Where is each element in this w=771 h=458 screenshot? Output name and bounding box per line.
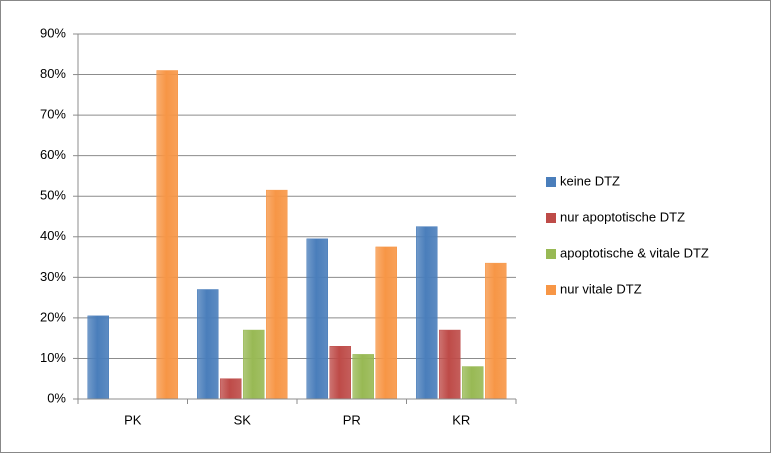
bar — [416, 226, 438, 400]
bar — [197, 289, 219, 400]
y-tick-label: 30% — [40, 269, 66, 284]
x-tick-label: KR — [452, 412, 470, 427]
bar — [352, 354, 374, 400]
legend-swatch — [546, 285, 556, 295]
x-tick-label: SK — [234, 412, 252, 427]
bar — [485, 262, 507, 400]
y-tick-label: 50% — [40, 188, 66, 203]
bar — [156, 70, 178, 400]
legend-label: nur apoptotische DTZ — [560, 209, 685, 224]
x-tick-label: PR — [343, 412, 361, 427]
legend-swatch — [546, 249, 556, 259]
bar — [375, 246, 397, 400]
legend-label: keine DTZ — [560, 173, 620, 188]
y-tick-label: 0% — [47, 390, 66, 405]
bar — [266, 189, 288, 400]
y-tick-label: 60% — [40, 147, 66, 162]
y-tick-label: 80% — [40, 66, 66, 81]
bar — [306, 238, 328, 400]
y-tick-label: 20% — [40, 309, 66, 324]
bar — [439, 329, 461, 400]
y-tick-label: 10% — [40, 350, 66, 365]
legend-swatch — [546, 213, 556, 223]
y-tick-label: 40% — [40, 228, 66, 243]
x-tick-label: PK — [124, 412, 142, 427]
bar — [462, 366, 484, 400]
bar — [243, 329, 265, 400]
legend-label: apoptotische & vitale DTZ — [560, 245, 709, 260]
y-tick-label: 90% — [40, 25, 66, 40]
bar — [87, 315, 109, 400]
bar — [220, 378, 242, 400]
legend-swatch — [546, 177, 556, 187]
legend-label: nur vitale DTZ — [560, 281, 642, 296]
bar — [329, 346, 351, 400]
y-tick-label: 70% — [40, 107, 66, 122]
